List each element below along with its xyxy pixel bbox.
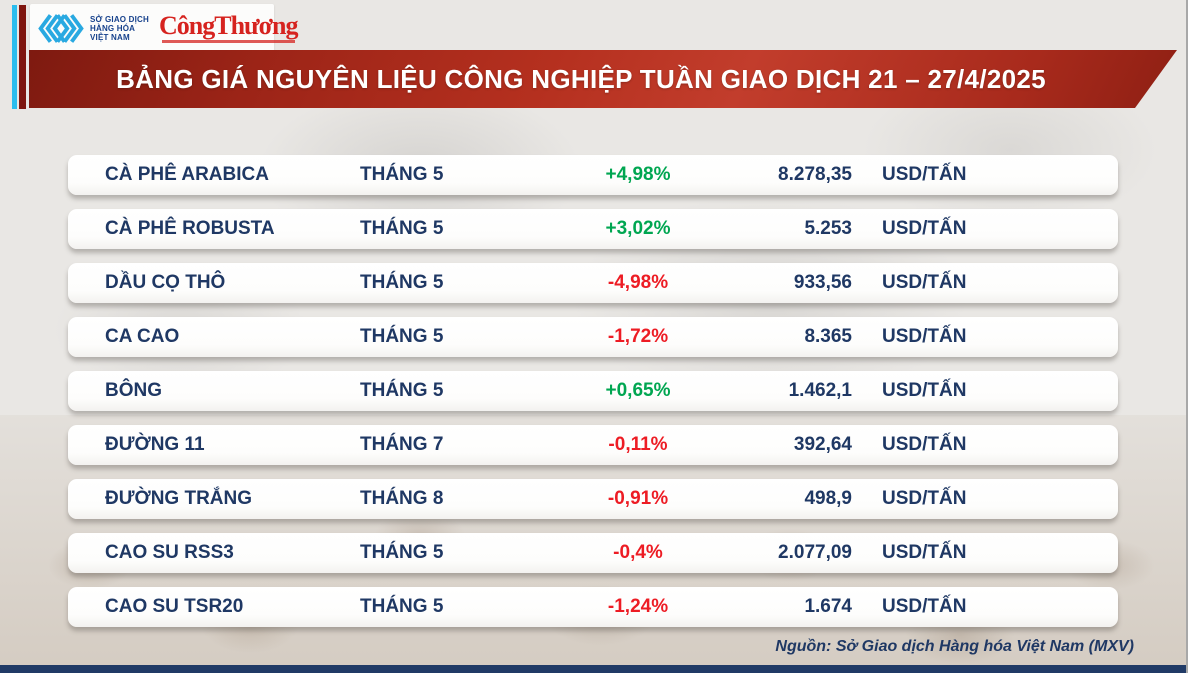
source-note: Nguồn: Sở Giao dịch Hàng hóa Việt Nam (M… <box>775 638 1134 655</box>
mxv-logo-line: HÀNG HÓA <box>90 23 136 33</box>
price-unit: USD/TẤN <box>882 542 967 563</box>
price-value: 392,64 <box>793 434 852 455</box>
table-row: ĐƯỜNG 11 THÁNG 7 -0,11% 392,64 USD/TẤN <box>68 425 1118 465</box>
price-unit: USD/TẤN <box>882 164 967 185</box>
contract-month: THÁNG 5 <box>360 596 444 617</box>
price-unit: USD/TẤN <box>882 488 967 509</box>
change-percent: +3,02% <box>605 218 671 239</box>
price-value: 1.674 <box>804 596 852 617</box>
commodity-name: ĐƯỜNG 11 <box>105 434 205 455</box>
accent-stripe-maroon <box>19 5 26 109</box>
congthuong-wordmark: CôngThương <box>159 11 298 40</box>
table-row: CAO SU RSS3 THÁNG 5 -0,4% 2.077,09 USD/T… <box>68 533 1118 573</box>
contract-month: THÁNG 5 <box>360 164 444 185</box>
commodity-name: CAO SU RSS3 <box>105 542 234 563</box>
page-title: BẢNG GIÁ NGUYÊN LIỆU CÔNG NGHIỆP TUẦN GI… <box>116 63 1046 94</box>
contract-month: THÁNG 8 <box>360 488 444 509</box>
change-percent: -1,24% <box>607 596 669 617</box>
price-unit: USD/TẤN <box>882 434 967 455</box>
price-value: 2.077,09 <box>778 542 852 563</box>
commodity-name: BÔNG <box>105 380 162 401</box>
commodity-name: ĐƯỜNG TRẮNG <box>105 488 253 509</box>
commodity-name: DẦU CỌ THÔ <box>105 272 226 293</box>
mxv-logo-text: SỞ GIAO DỊCH HÀNG HÓA VIỆT NAM <box>90 15 149 42</box>
contract-month: THÁNG 5 <box>360 326 444 347</box>
congthuong-tagline-strip <box>161 40 295 43</box>
price-unit: USD/TẤN <box>882 326 967 347</box>
price-value: 1.462,1 <box>788 380 852 401</box>
contract-month: THÁNG 5 <box>360 272 444 293</box>
change-percent: -0,4% <box>613 542 663 563</box>
title-banner: BẢNG GIÁ NGUYÊN LIỆU CÔNG NGHIỆP TUẦN GI… <box>29 50 1177 108</box>
change-percent: -0,11% <box>608 434 668 455</box>
price-value: 933,56 <box>793 272 852 293</box>
mxv-logo-line: VIỆT NAM <box>90 32 130 42</box>
mxv-chevrons-icon <box>38 13 84 43</box>
change-percent: -4,98% <box>607 272 669 293</box>
table-row: CÀ PHÊ ROBUSTA THÁNG 5 +3,02% 5.253 USD/… <box>68 209 1118 249</box>
accent-stripe-cyan <box>12 5 17 109</box>
table-row: DẦU CỌ THÔ THÁNG 5 -4,98% 933,56 USD/TẤN <box>68 263 1118 303</box>
contract-month: THÁNG 5 <box>360 218 444 239</box>
price-table: CÀ PHÊ ARABICA THÁNG 5 +4,98% 8.278,35 U… <box>68 155 1118 641</box>
price-value: 8.365 <box>804 326 852 347</box>
congthuong-logo: CôngThương <box>159 11 299 43</box>
price-unit: USD/TẤN <box>882 272 967 293</box>
table-row: CA CAO THÁNG 5 -1,72% 8.365 USD/TẤN <box>68 317 1118 357</box>
price-unit: USD/TẤN <box>882 596 967 617</box>
commodity-name: CÀ PHÊ ARABICA <box>105 164 269 185</box>
price-value: 8.278,35 <box>778 164 852 185</box>
price-value: 5.253 <box>804 218 852 239</box>
commodity-name: CAO SU TSR20 <box>105 596 244 617</box>
commodity-name: CÀ PHÊ ROBUSTA <box>105 218 275 239</box>
contract-month: THÁNG 5 <box>360 542 444 563</box>
table-row: CÀ PHÊ ARABICA THÁNG 5 +4,98% 8.278,35 U… <box>68 155 1118 195</box>
mxv-logo-line: SỞ GIAO DỊCH <box>90 14 150 24</box>
table-row: CAO SU TSR20 THÁNG 5 -1,24% 1.674 USD/TẤ… <box>68 587 1118 627</box>
change-percent: -0,91% <box>607 488 669 509</box>
price-unit: USD/TẤN <box>882 380 967 401</box>
change-percent: -1,72% <box>607 326 669 347</box>
table-row: BÔNG THÁNG 5 +0,65% 1.462,1 USD/TẤN <box>68 371 1118 411</box>
change-percent: +4,98% <box>605 164 671 185</box>
table-row: ĐƯỜNG TRẮNG THÁNG 8 -0,91% 498,9 USD/TẤN <box>68 479 1118 519</box>
bottom-accent-bar <box>0 665 1186 673</box>
commodity-name: CA CAO <box>105 326 180 347</box>
contract-month: THÁNG 7 <box>360 434 444 455</box>
contract-month: THÁNG 5 <box>360 380 444 401</box>
change-percent: +0,65% <box>605 380 671 401</box>
logo-plate: SỞ GIAO DỊCH HÀNG HÓA VIỆT NAM CôngThươn… <box>30 4 299 52</box>
price-value: 498,9 <box>804 488 852 509</box>
price-unit: USD/TẤN <box>882 218 967 239</box>
